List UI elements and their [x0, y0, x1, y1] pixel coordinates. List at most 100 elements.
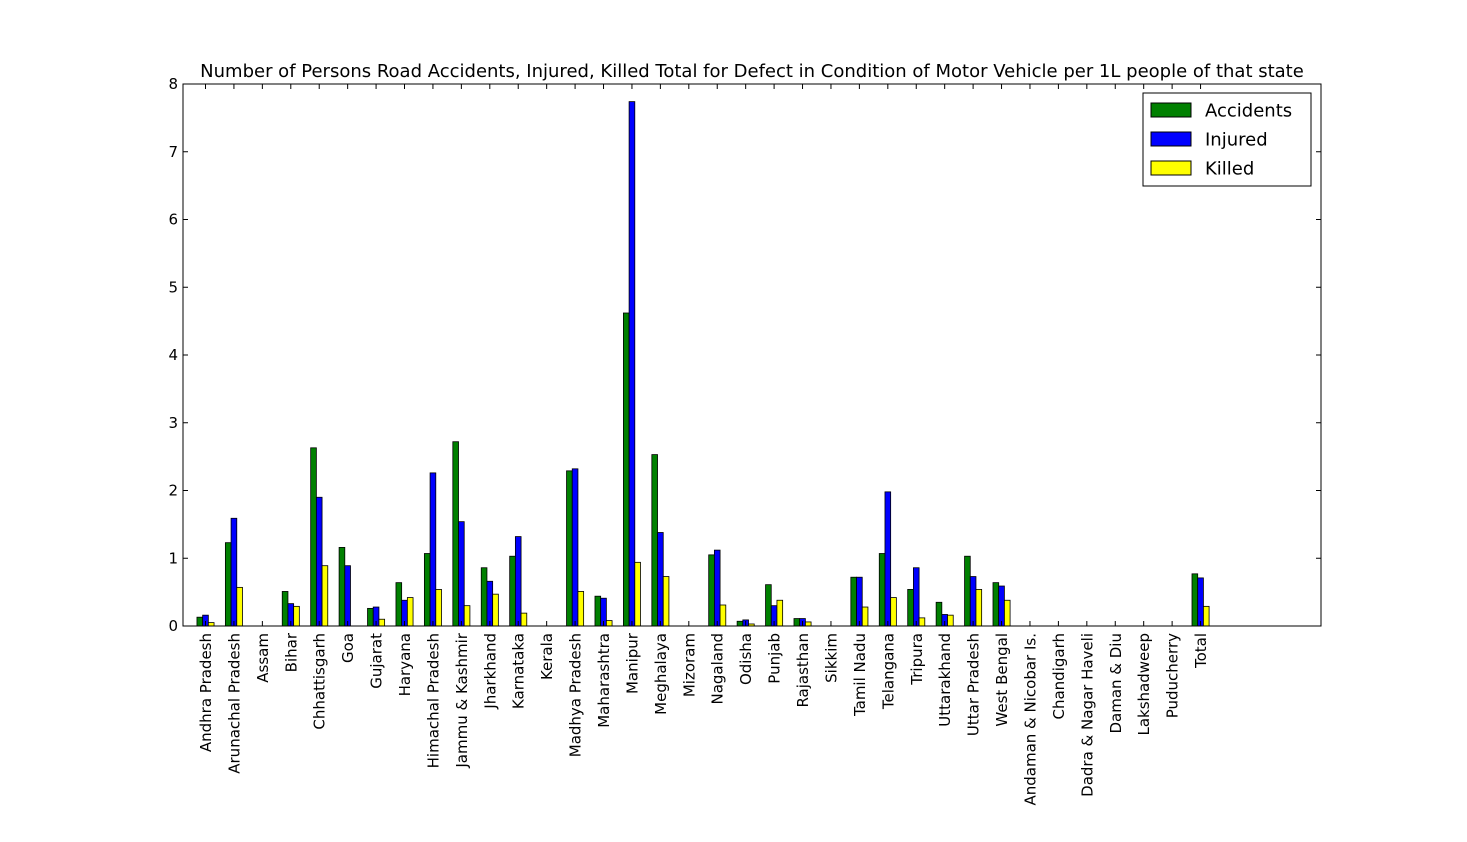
- bar-accidents-13: [566, 470, 573, 627]
- x-tick-label: Haryana: [396, 633, 414, 696]
- bar-injured-13: [571, 468, 579, 627]
- x-tick-label: Telangana: [879, 633, 897, 710]
- bar-injured-9: [458, 521, 465, 627]
- x-tick-label: Gujarat: [368, 633, 386, 689]
- legend-label-injured: Injured: [1205, 130, 1268, 151]
- bar-killed-15: [634, 561, 641, 627]
- bar-killed-21: [804, 621, 812, 627]
- bar-accidents-18: [708, 554, 715, 627]
- bar-accidents-26: [935, 601, 943, 627]
- legend-label-killed: Killed: [1205, 159, 1254, 180]
- x-tick-label: Daman & Diu: [1107, 633, 1125, 734]
- bar-injured-8: [429, 472, 437, 627]
- bar-injured-24: [884, 491, 892, 627]
- x-tick-label: Maharashtra: [595, 633, 613, 728]
- bar-killed-8: [435, 589, 442, 627]
- x-tick-label: Uttar Pradesh: [965, 633, 983, 736]
- legend-swatch-accidents: [1150, 102, 1192, 118]
- x-tick-label: Mizoram: [680, 633, 698, 697]
- bar-accidents-1: [224, 542, 232, 627]
- bar-killed-24: [890, 597, 897, 627]
- bar-killed-35: [1203, 605, 1210, 627]
- chart-title: Number of Persons Road Accidents, Injure…: [200, 61, 1304, 82]
- x-tick-label: Madhya Pradesh: [567, 633, 585, 757]
- x-tick-label: Chhattisgarh: [311, 633, 329, 730]
- bar-killed-11: [520, 612, 528, 627]
- y-axis: 0 1 2 3 4 5 6 7 8: [168, 75, 1321, 635]
- bar-injured-16: [657, 532, 664, 627]
- x-tick-label: Bihar: [282, 632, 300, 672]
- bar-accidents-9: [452, 441, 459, 627]
- x-axis: Andhra Pradesh Arunachal Pradesh Assam Biha…: [197, 84, 1210, 806]
- bar-injured-35: [1197, 577, 1204, 627]
- bar-accidents-6: [367, 607, 374, 627]
- y-tick-label: 4: [168, 346, 178, 364]
- x-tick-label: Lakshadweep: [1135, 633, 1153, 736]
- bar-killed-1: [236, 586, 243, 627]
- bar-killed-23: [861, 606, 869, 627]
- bar-injured-28: [998, 585, 1005, 627]
- bar-accidents-5: [338, 547, 346, 627]
- bar-accidents-24: [878, 553, 886, 627]
- legend: Accidents Injured Killed: [1142, 92, 1312, 187]
- bar-accidents-7: [395, 582, 403, 627]
- bar-injured-18: [713, 549, 721, 627]
- bar-killed-25: [918, 617, 926, 627]
- bar-injured-10: [486, 580, 494, 627]
- y-tick-label: 2: [168, 482, 178, 500]
- bar-killed-14: [605, 620, 613, 627]
- x-tick-label: Jammu & Kashmir: [453, 632, 471, 768]
- bar-accidents-10: [480, 567, 488, 627]
- x-tick-label: Andhra Pradesh: [197, 633, 215, 752]
- x-tick-label: Chandigarh: [1050, 633, 1068, 720]
- bar-accidents-11: [509, 555, 516, 627]
- bar-injured-23: [856, 576, 863, 627]
- bar-injured-4: [315, 496, 323, 627]
- bar-accidents-25: [907, 589, 914, 627]
- bar-accidents-16: [651, 454, 658, 627]
- y-tick-label: 3: [168, 414, 178, 432]
- bar-killed-27: [975, 589, 983, 627]
- x-tick-label: Goa: [339, 633, 357, 663]
- x-tick-label: Uttarakhand: [936, 633, 954, 727]
- bar-killed-20: [776, 599, 784, 627]
- bar-accidents-14: [594, 595, 602, 627]
- legend-swatch-injured: [1150, 131, 1192, 147]
- bar-killed-6: [378, 618, 386, 627]
- bar-accidents-28: [992, 582, 1000, 627]
- bar-killed-26: [947, 614, 954, 627]
- x-tick-label: Dadra & Nagar Haveli: [1078, 633, 1096, 797]
- legend-label-accidents: Accidents: [1205, 101, 1292, 122]
- x-tick-label: Nagaland: [709, 633, 727, 705]
- bar-killed-13: [577, 591, 585, 627]
- bar-accidents-4: [310, 447, 317, 627]
- bar-accidents-27: [964, 555, 971, 627]
- bar-injured-1: [230, 517, 238, 627]
- x-tick-label: West Bengal: [993, 633, 1011, 727]
- bar-accidents-20: [765, 584, 772, 627]
- bar-killed-4: [321, 565, 329, 627]
- x-tick-label: Kerala: [538, 633, 556, 680]
- y-tick-label: 1: [168, 549, 178, 567]
- bar-injured-5: [344, 565, 351, 627]
- x-tick-label: Himachal Pradesh: [424, 633, 442, 768]
- bar-injured-25: [913, 567, 920, 627]
- bar-accidents-35: [1191, 573, 1199, 627]
- x-tick-label: Odisha: [737, 633, 755, 685]
- bar-killed-28: [1003, 599, 1011, 627]
- bar-killed-10: [492, 593, 499, 627]
- bar-killed-16: [662, 576, 670, 627]
- y-tick-label: 8: [168, 75, 178, 93]
- x-tick-label: Andaman & Nicobar Is.: [1021, 633, 1039, 806]
- bar-accidents-21: [793, 618, 801, 627]
- x-tick-label: Sikkim: [822, 633, 840, 683]
- bar-killed-0: [207, 622, 215, 627]
- bar-killed-3: [293, 605, 300, 627]
- bar-injured-15: [628, 101, 636, 627]
- bar-killed-18: [719, 604, 727, 627]
- x-tick-label: Tamil Nadu: [851, 633, 869, 717]
- x-tick-label: Puducherry: [1164, 633, 1182, 718]
- x-tick-label: Jharkhand: [481, 633, 499, 710]
